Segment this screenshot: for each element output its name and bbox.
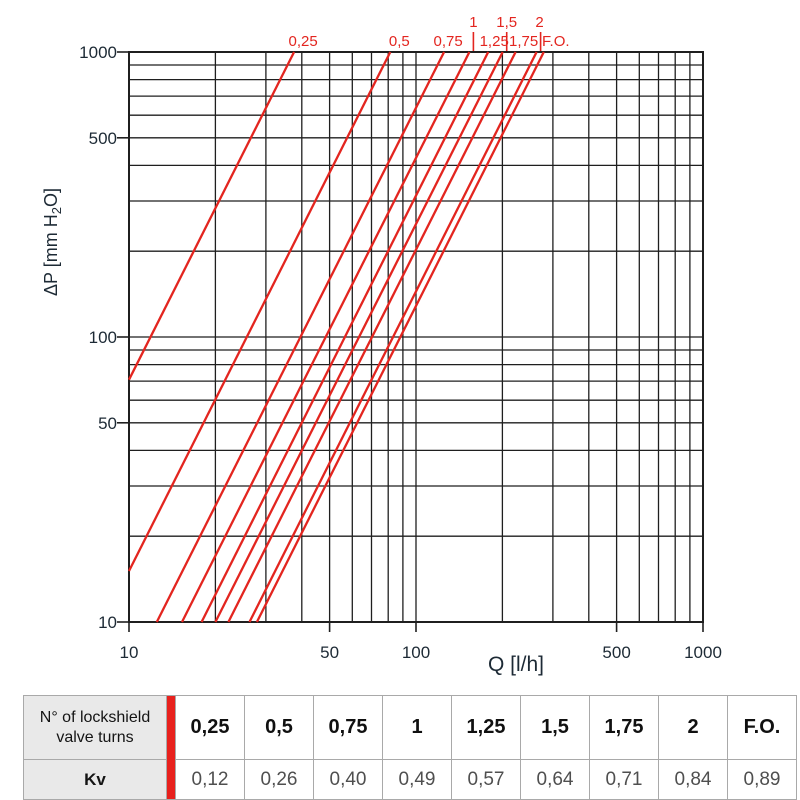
y-tick-label: 500 <box>89 129 117 148</box>
turns-cell: 1 <box>382 695 452 760</box>
curve-1,75 <box>227 51 517 623</box>
kv-cell: 0,84 <box>658 759 728 800</box>
kv-cell: 0,12 <box>175 759 245 800</box>
pressure-drop-chart: 10 50 100 500 1000 1000 500 100 50 10 Q [l/h] ΔP [m… <box>41 14 722 676</box>
kv-table-grid: N° of lockshield valve turns 0,25 0,5 0,… <box>23 695 797 800</box>
y-tick-label: 10 <box>98 613 117 632</box>
x-tick-label: 1000 <box>684 643 722 662</box>
turns-cell: 2 <box>658 695 728 760</box>
curve-0,5 <box>127 51 392 572</box>
x-axis-title: Q [l/h] <box>488 653 544 676</box>
turns-cell: 1,75 <box>589 695 659 760</box>
turns-cell: 1,25 <box>451 695 521 760</box>
curve-label-0,25: 0,25 <box>288 33 317 50</box>
kv-cell: 0,57 <box>451 759 521 800</box>
y-tick-label: 100 <box>89 328 117 347</box>
curve-label-1,25: 1,25 <box>480 33 509 50</box>
log-grid <box>128 51 704 623</box>
turns-cell: 0,75 <box>313 695 383 760</box>
y-axis-title: ΔP [mm H2O] <box>41 188 64 296</box>
axis-tick-labels: 10 50 100 500 1000 1000 500 100 50 10 <box>79 43 722 662</box>
curve-F.O. <box>255 51 545 623</box>
turns-cell: 0,5 <box>244 695 314 760</box>
x-tick-label: 10 <box>120 643 139 662</box>
turns-header-cell: N° of lockshield valve turns <box>23 695 167 760</box>
kv-header-cell: Kv <box>23 759 167 800</box>
x-tick-label: 50 <box>320 643 339 662</box>
turns-cell: F.O. <box>727 695 797 760</box>
curve-label-2: 2 <box>535 14 543 31</box>
turns-header-line1: N° of lockshield <box>39 708 151 726</box>
turns-cell: 0,25 <box>175 695 245 760</box>
curve-1,5 <box>214 51 504 623</box>
curve-1 <box>180 51 471 623</box>
turns-cell: 1,5 <box>520 695 590 760</box>
y-tick-label: 50 <box>98 414 117 433</box>
kv-cell: 0,40 <box>313 759 383 800</box>
axis-ticks <box>117 51 704 632</box>
curve-label-1,5: 1,5 <box>496 14 517 31</box>
kv-cell: 0,71 <box>589 759 659 800</box>
kv-table: N° of lockshield valve turns 0,25 0,5 0,… <box>23 695 797 800</box>
curve-label-1: 1 <box>469 14 477 31</box>
x-tick-label: 100 <box>402 643 430 662</box>
curve-label-1,75: 1,75 <box>509 33 538 50</box>
y-tick-label: 1000 <box>79 43 117 62</box>
curve-0,25 <box>127 51 296 381</box>
curve-label-F.O.: F.O. <box>542 33 570 50</box>
curve-0,75 <box>155 51 446 623</box>
turns-header-line2: valve turns <box>56 728 134 746</box>
curve-label-0,75: 0,75 <box>433 33 462 50</box>
curve-label-0,5: 0,5 <box>389 33 410 50</box>
red-divider-bar <box>166 695 176 800</box>
x-tick-label: 500 <box>602 643 630 662</box>
kv-cell: 0,26 <box>244 759 314 800</box>
kv-cell: 0,64 <box>520 759 590 800</box>
kv-cell: 0,49 <box>382 759 452 800</box>
kv-cell: 0,89 <box>727 759 797 800</box>
curve-2 <box>248 51 538 623</box>
curve-1,25 <box>200 51 490 623</box>
